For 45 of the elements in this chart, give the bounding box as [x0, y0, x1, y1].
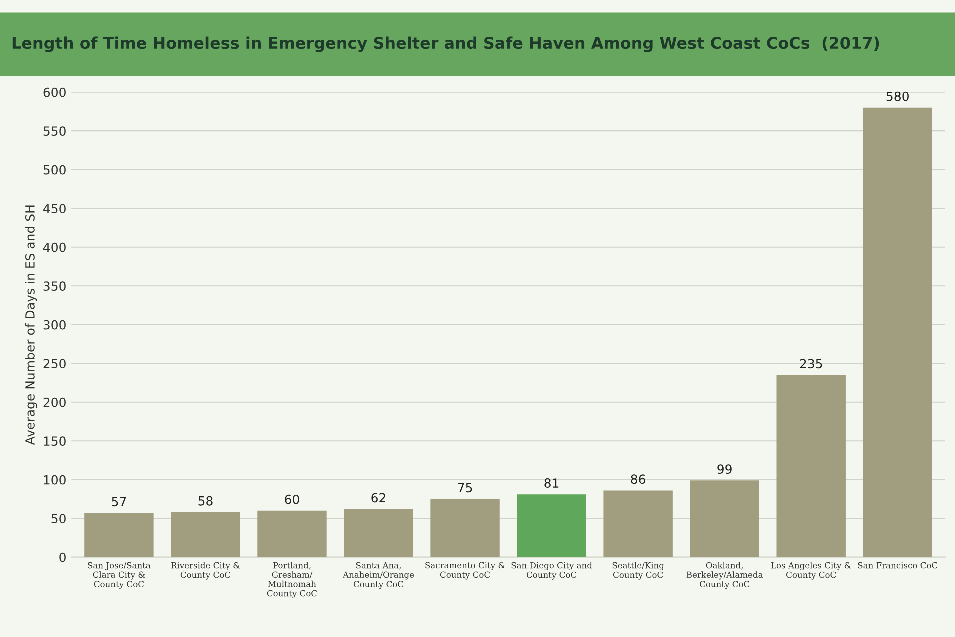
data-label: 86 [631, 474, 646, 484]
chart-title: Length of Time Homeless in Emergency Shelter and Safe Haven Among West Coast CoCs (2017) [12, 36, 880, 52]
bar [690, 480, 760, 558]
x-tick-label: San Francisco CoC [858, 562, 938, 569]
y-axis-title: Average Number of Days in ES and SH [25, 206, 38, 446]
y-tick-label: 250 [44, 359, 66, 369]
y-tick-label: 150 [44, 436, 66, 446]
bar [171, 512, 240, 558]
y-tick-label: 0 [60, 552, 66, 562]
x-tick-label: Portland, Gresham/ Multnomah County CoC [267, 562, 318, 598]
x-tick-label: Sacramento City & County CoC [426, 562, 506, 580]
y-tick-label: 450 [44, 204, 66, 214]
y-tick-label: 600 [44, 88, 66, 98]
y-tick-label: 300 [44, 320, 66, 330]
bar [604, 490, 673, 558]
data-label: 57 [112, 497, 126, 507]
bar [84, 513, 154, 558]
y-tick-label: 50 [52, 514, 66, 524]
data-label: 60 [285, 494, 300, 504]
data-label: 58 [198, 496, 213, 506]
x-tick-label: Los Angeles City & County CoC [771, 562, 852, 580]
y-tick-label: 100 [44, 475, 66, 485]
y-tick-label: 350 [44, 282, 66, 292]
x-tick-label: Santa Ana, Anaheim/Orange County CoC [342, 562, 414, 590]
data-label: 99 [718, 464, 732, 474]
x-tick-label: Riverside City & County CoC [171, 562, 240, 580]
y-tick-label: 500 [44, 165, 66, 175]
x-tick-label: Seattle/King County CoC [612, 562, 664, 580]
data-label: 62 [372, 493, 386, 503]
data-label: 81 [544, 478, 559, 488]
x-tick-label: San Jose/Santa Clara City & County CoC [88, 562, 151, 590]
bar [344, 509, 414, 558]
bar [776, 375, 846, 558]
y-tick-label: 550 [44, 126, 66, 136]
bar [430, 499, 500, 558]
data-label: 580 [886, 92, 909, 102]
bar [258, 510, 327, 558]
data-label: 235 [800, 359, 822, 369]
bar [863, 108, 932, 558]
bar [517, 494, 586, 558]
x-tick-label: Oakland, Berkeley/Alameda County CoC [686, 562, 764, 590]
y-tick-label: 200 [44, 398, 66, 408]
x-tick-label: San Diego City and County CoC [512, 562, 592, 580]
data-label: 75 [458, 483, 472, 493]
y-tick-label: 400 [44, 242, 66, 252]
